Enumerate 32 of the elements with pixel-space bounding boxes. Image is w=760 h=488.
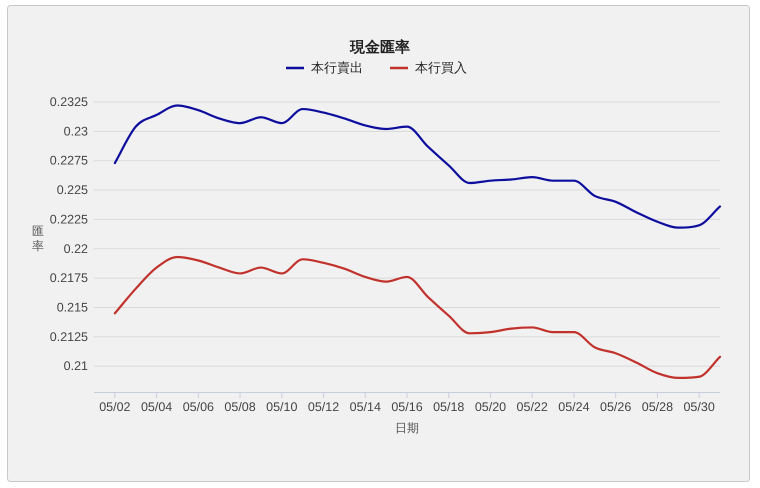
y-axis-title: 匯率 (32, 224, 44, 253)
line-series (114, 104, 722, 229)
y-tick-label: 0.22 (64, 242, 88, 256)
x-tick-label: 05/28 (642, 400, 674, 414)
y-tick-label: 0.21 (64, 359, 88, 374)
y-tick-label: 0.23 (64, 124, 88, 138)
x-tick-label: 05/04 (140, 400, 172, 414)
y-tick-label: 0.225 (56, 183, 88, 198)
x-tick-label: 05/24 (558, 400, 590, 414)
x-axis-title: 日期 (395, 421, 419, 435)
x-tick-label: 05/02 (99, 400, 131, 414)
x-tick-label: 05/20 (474, 400, 506, 414)
x-tick-label: 05/30 (683, 400, 715, 414)
y-tick-label: 0.215 (56, 300, 88, 314)
chart-title: 現金匯率 (349, 38, 410, 56)
y-tick-label: 0.2325 (50, 95, 88, 109)
x-tick-label: 05/26 (600, 400, 632, 414)
legend-label: 本行賣出 (311, 60, 363, 75)
y-tick-label: 0.2125 (50, 330, 88, 344)
y-tick-label: 0.2275 (50, 154, 88, 168)
y-tick-label: 0.2225 (50, 212, 88, 226)
legend-label: 本行買入 (415, 60, 467, 75)
x-tick-label: 05/22 (516, 400, 548, 414)
x-tick-label: 05/18 (433, 400, 464, 414)
x-tick-label: 05/12 (308, 400, 340, 414)
x-tick-label: 05/10 (266, 400, 298, 414)
line-series (114, 256, 722, 380)
x-tick-label: 05/16 (391, 400, 423, 414)
x-tick-label: 05/06 (182, 400, 214, 414)
x-tick-label: 05/08 (224, 400, 256, 414)
x-tick-label: 05/14 (350, 400, 381, 414)
y-tick-label: 0.2175 (50, 271, 88, 286)
